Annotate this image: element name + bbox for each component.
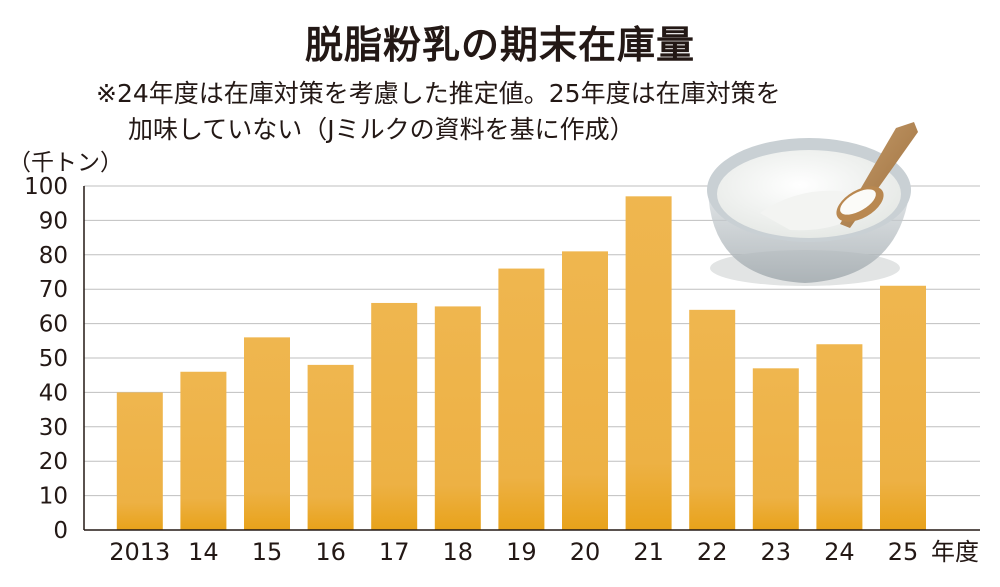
bar-25 (880, 285, 926, 530)
bar-23 (752, 368, 799, 530)
chart-title: 脱脂粉乳の期末在庫量 (304, 23, 695, 67)
x-tick-label: 16 (315, 538, 346, 566)
x-axis-unit: 年度 (931, 538, 979, 566)
bar-20 (562, 251, 608, 531)
y-tick-label: 60 (39, 312, 68, 338)
x-tick-label: 21 (633, 538, 664, 566)
x-tick-label: 24 (824, 538, 855, 566)
y-tick-label: 0 (53, 518, 68, 544)
bar-14 (180, 371, 227, 530)
note-line-1: ※24年度は在庫対策を考慮した推定値。25年度は在庫対策を (96, 79, 781, 108)
x-tick-label: 22 (697, 538, 728, 566)
y-tick-label: 10 (39, 484, 68, 510)
bar-22 (689, 309, 736, 530)
bar-24 (816, 344, 863, 530)
bar-17 (371, 302, 418, 530)
y-tick-label: 30 (39, 415, 68, 441)
skim-milk-powder-photo (707, 122, 918, 286)
x-tick-label: 15 (252, 538, 283, 566)
x-tick-label: 20 (570, 538, 601, 566)
bar-15 (244, 337, 290, 530)
note-line-2: 加味していない（Jミルクの資料を基に作成） (128, 115, 635, 144)
bar-18 (434, 306, 481, 530)
x-tick-label: 14 (188, 538, 219, 566)
y-tick-label: 100 (24, 174, 68, 200)
x-tick-label: 19 (506, 538, 537, 566)
y-tick-label: 40 (39, 380, 68, 406)
x-tick-label: 23 (761, 538, 792, 566)
x-tick-label: 25 (888, 538, 919, 566)
y-tick-label: 80 (39, 243, 68, 269)
bar-16 (307, 364, 354, 530)
y-axis-unit: （千トン） (8, 150, 123, 176)
chart-note: ※24年度は在庫対策を考慮した推定値。25年度は在庫対策を 加味していない（Jミ… (96, 76, 781, 148)
bar-21 (625, 196, 672, 530)
x-tick-label: 18 (443, 538, 474, 566)
y-tick-label: 20 (39, 449, 68, 475)
x-tick-label: 17 (379, 538, 410, 566)
y-tick-label: 50 (39, 346, 68, 372)
y-tick-label: 70 (39, 277, 68, 303)
x-tick-label: 2013 (109, 538, 170, 566)
bar-19 (498, 268, 545, 530)
bar-2013 (116, 392, 163, 530)
y-tick-label: 90 (39, 208, 68, 234)
